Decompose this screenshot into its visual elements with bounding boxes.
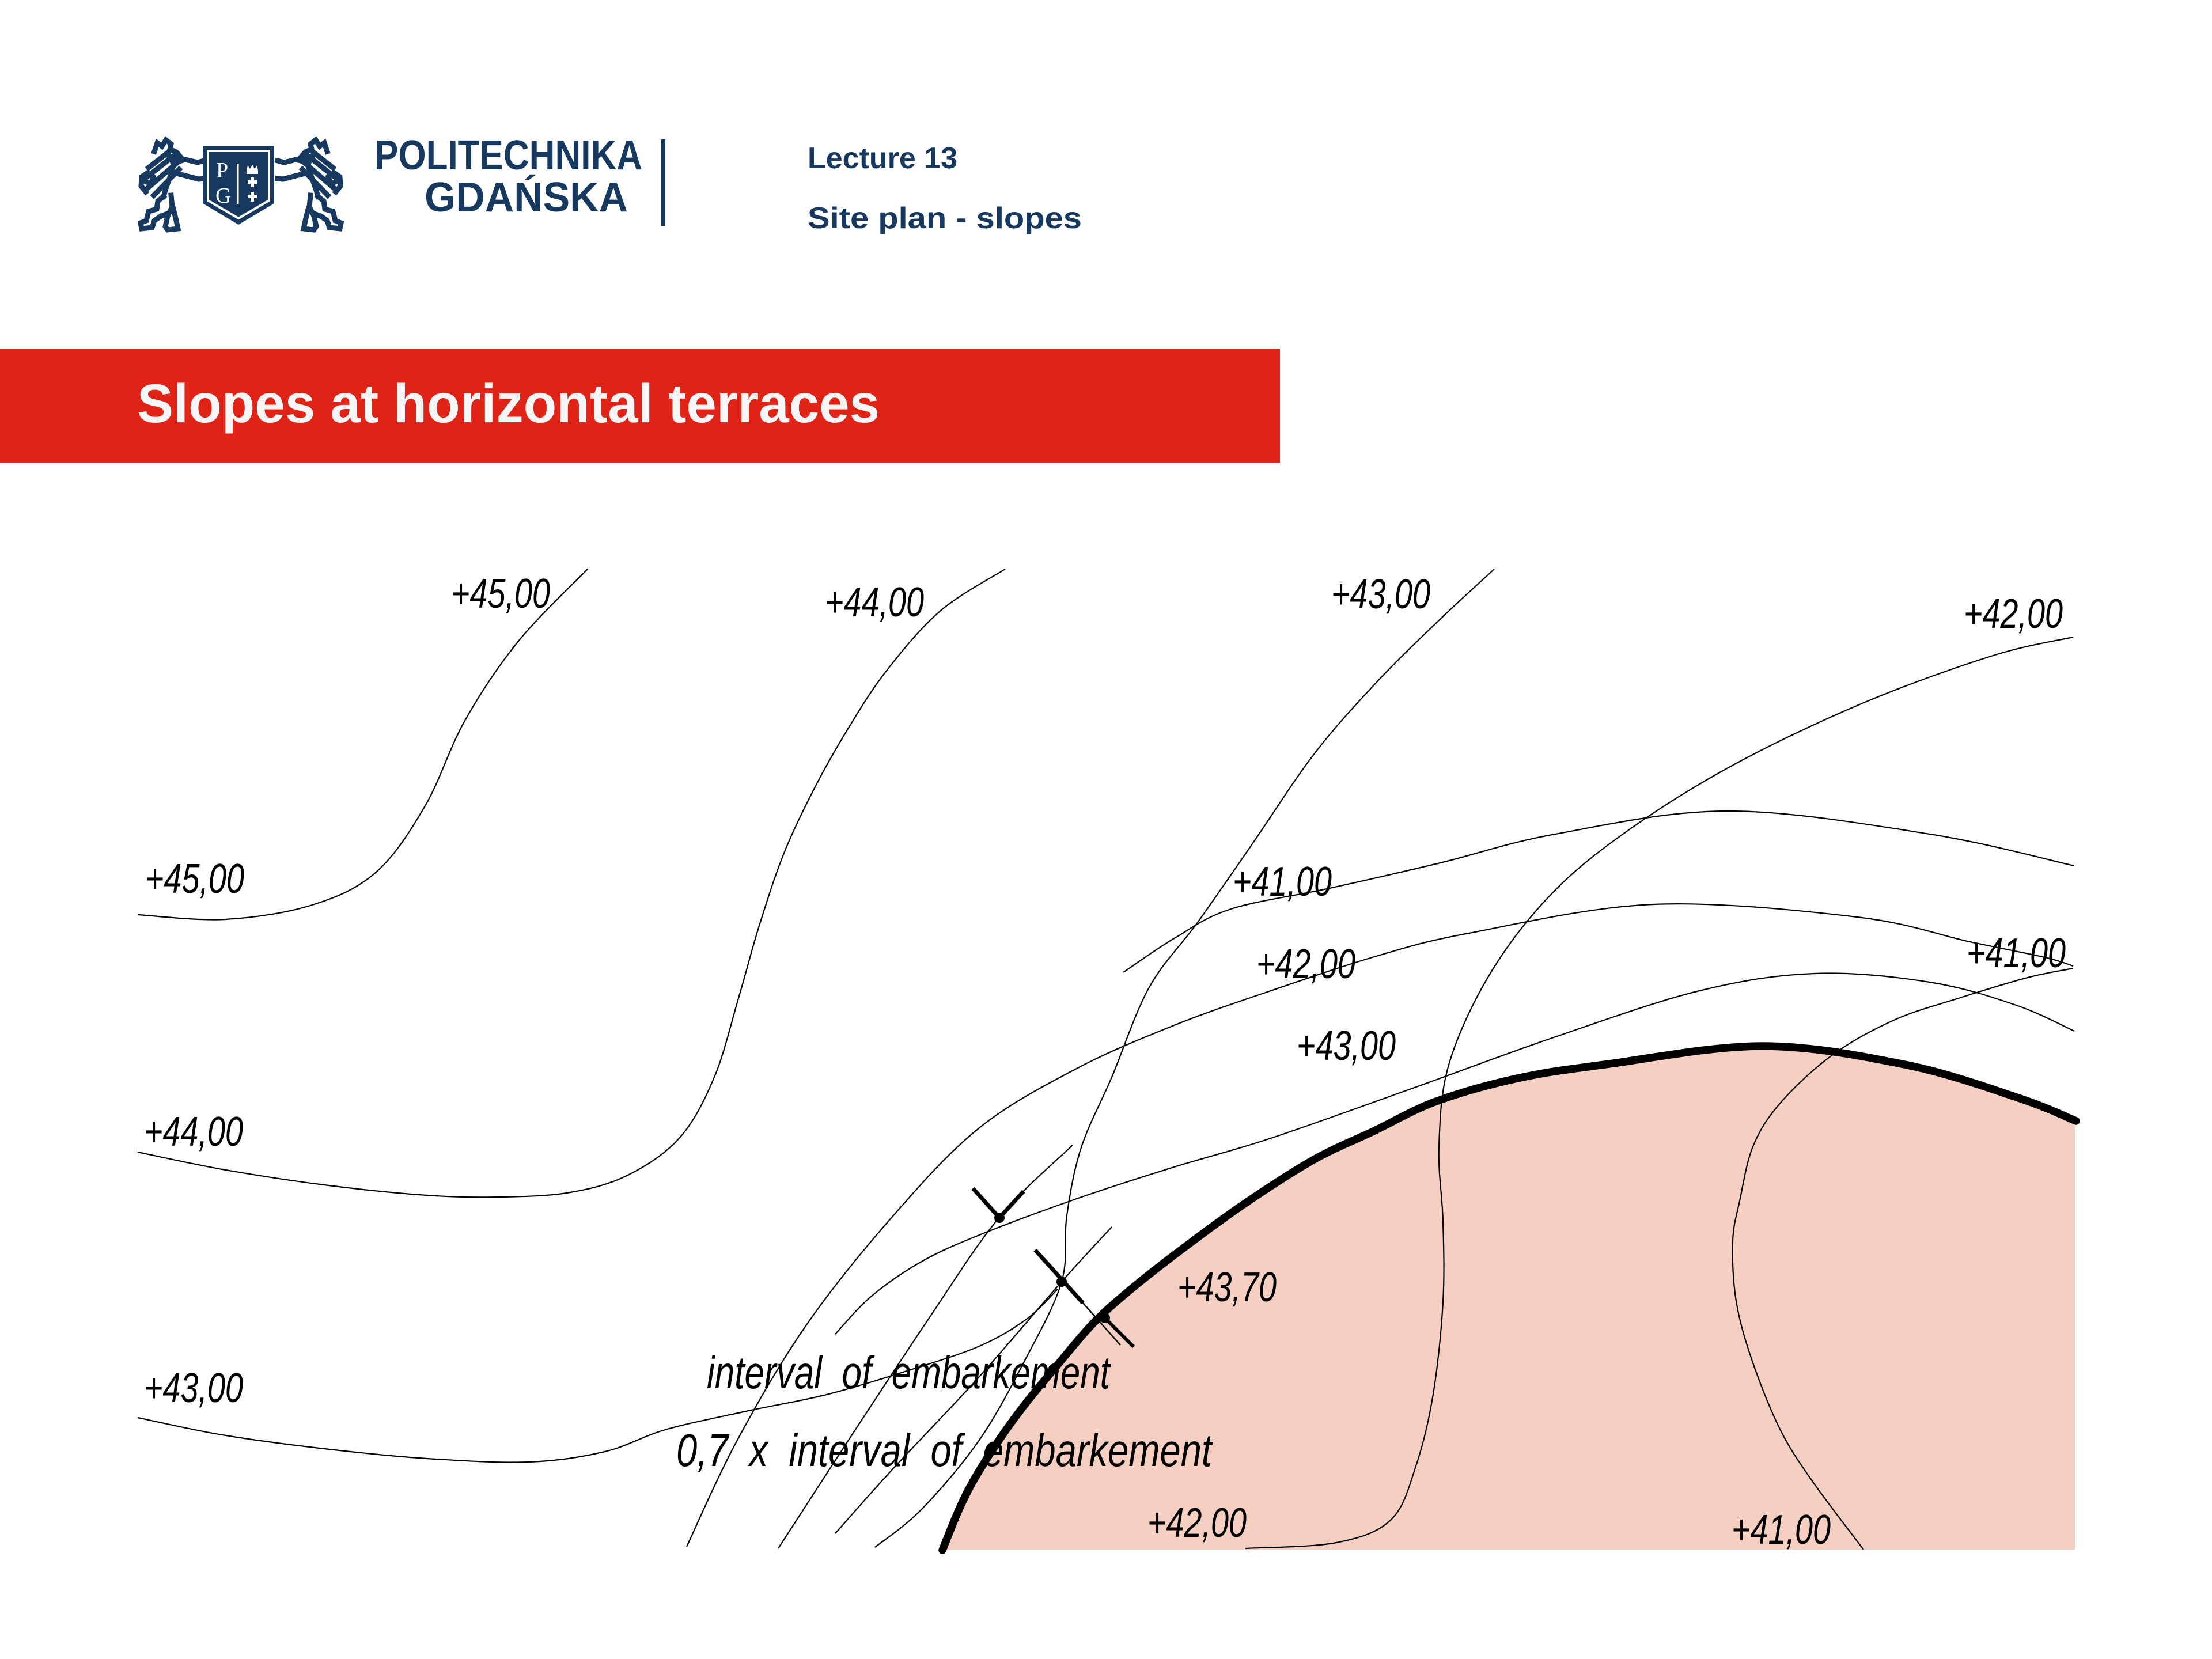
svg-text:+44,00: +44,00 — [144, 1109, 243, 1155]
svg-text:+44,00: +44,00 — [825, 579, 924, 626]
svg-text:+43,00: +43,00 — [1331, 571, 1430, 618]
svg-text:Lecture 13: Lecture 13 — [808, 142, 957, 175]
svg-text:G: G — [215, 184, 231, 208]
svg-text:+43,70: +43,70 — [1177, 1264, 1277, 1310]
svg-text:+43,00: +43,00 — [144, 1365, 243, 1411]
svg-text:Slopes at horizontal terraces: Slopes at horizontal terraces — [137, 373, 880, 434]
svg-text:GDAŃSKA: GDAŃSKA — [425, 175, 628, 221]
svg-text:+45,00: +45,00 — [145, 856, 244, 902]
svg-text:+42,00: +42,00 — [1256, 941, 1355, 987]
svg-text:Site plan - slopes: Site plan - slopes — [808, 202, 1082, 235]
svg-text:0,7 x interval of embarkem: 0,7 x interval of embarkement — [676, 1425, 1213, 1476]
svg-text:+42,00: +42,00 — [1147, 1500, 1247, 1546]
svg-text:+41,00: +41,00 — [1732, 1507, 1831, 1553]
svg-text:P: P — [216, 158, 228, 183]
svg-text:+42,00: +42,00 — [1964, 591, 2063, 637]
svg-text:+45,00: +45,00 — [451, 571, 550, 617]
svg-text:POLITECHNIKA: POLITECHNIKA — [374, 132, 642, 179]
svg-text:+43,00: +43,00 — [1297, 1023, 1396, 1069]
svg-text:+41,00: +41,00 — [1967, 930, 2066, 976]
svg-text:interval of embarkement: interval of embarkement — [707, 1347, 1111, 1398]
